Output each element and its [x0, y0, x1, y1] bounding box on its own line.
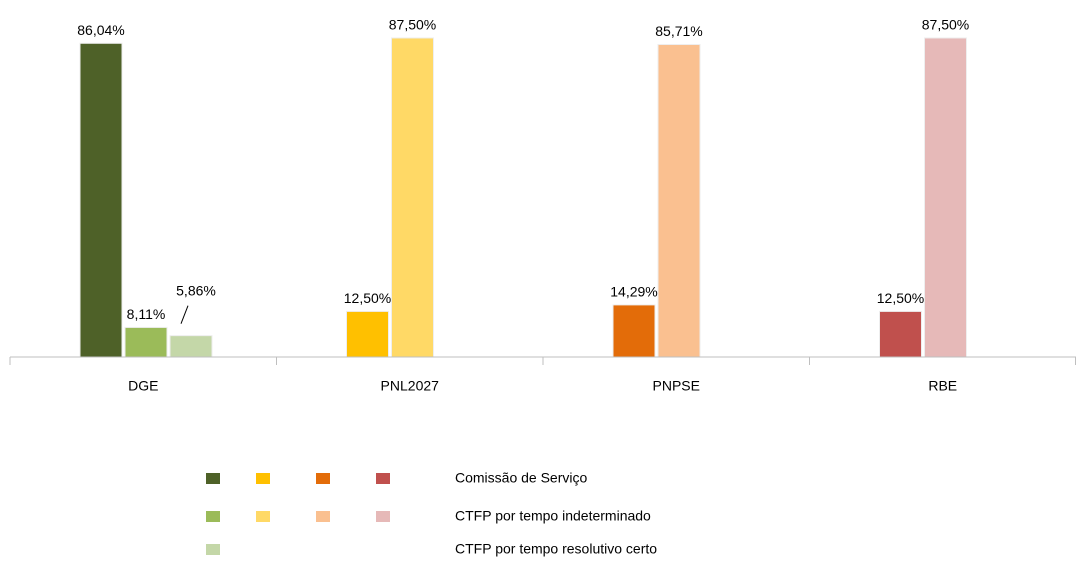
data-label: 14,29% [610, 284, 657, 300]
x-tick-label: PNL2027 [381, 378, 440, 394]
data-label: 87,50% [922, 17, 969, 33]
data-label: 87,50% [389, 17, 436, 33]
data-label: 85,71% [655, 23, 702, 39]
legend-swatch [376, 511, 390, 522]
leader-line [180, 305, 189, 324]
legend-swatch [206, 544, 220, 555]
data-label: 8,11% [127, 306, 166, 322]
legend-swatch [206, 511, 220, 522]
bar [124, 326, 168, 358]
legend-swatch [316, 473, 330, 484]
bar [657, 44, 701, 358]
data-label: 5,86% [176, 282, 216, 298]
bar [169, 335, 213, 358]
bar [346, 310, 389, 358]
legend-label: Comissão de Serviço [455, 470, 587, 486]
bar [79, 42, 123, 358]
bar [879, 310, 922, 358]
x-tick-label: DGE [128, 378, 158, 394]
data-label: 12,50% [344, 290, 391, 306]
legend-swatch [256, 473, 270, 484]
x-tick-label: PNPSE [653, 378, 700, 394]
data-label: 12,50% [877, 290, 924, 306]
legend-swatch [256, 511, 270, 522]
legend-swatch [376, 473, 390, 484]
legend-swatch [316, 511, 330, 522]
x-tick-label: RBE [928, 378, 957, 394]
bar [612, 304, 656, 358]
bar [391, 37, 434, 358]
data-label: 86,04% [77, 22, 124, 38]
legend-label: CTFP por tempo indeterminado [455, 508, 651, 524]
bar [924, 37, 967, 358]
legend-swatch [206, 473, 220, 484]
legend-label: CTFP por tempo resolutivo certo [455, 541, 657, 557]
